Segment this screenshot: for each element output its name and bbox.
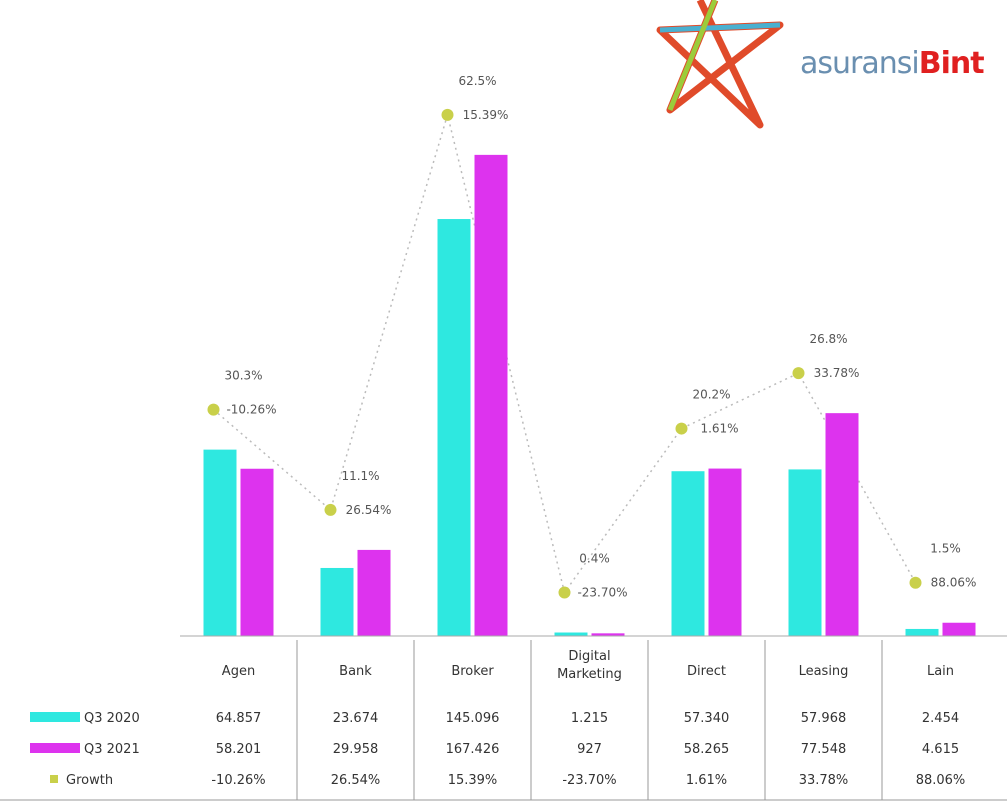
table-cell-growth-leasing: 33.78% bbox=[799, 773, 849, 788]
table-cell-growth-broker: 15.39% bbox=[448, 773, 498, 788]
bar-q3-2021-bank bbox=[357, 549, 391, 636]
bar-q3-2020-bank bbox=[320, 567, 354, 636]
category-label-digital-marketing: Digital Marketing bbox=[557, 649, 622, 682]
table-cell-q3-2021-leasing: 77.548 bbox=[801, 742, 847, 757]
bar-q3-2020-agen bbox=[203, 449, 237, 636]
table-cell-q3-2021-digital-marketing: 927 bbox=[577, 742, 602, 757]
bar-q3-2021-leasing bbox=[825, 413, 859, 636]
table-cell-q3-2021-bank: 29.958 bbox=[333, 742, 379, 757]
legend-swatch-growth bbox=[50, 775, 58, 783]
bar-q3-2021-digital-marketing bbox=[591, 633, 625, 636]
category-label-broker: Broker bbox=[451, 664, 494, 679]
table-cell-growth-digital-marketing: -23.70% bbox=[562, 773, 616, 788]
growth-marker-lain bbox=[909, 576, 922, 589]
category-label-line: Digital bbox=[568, 649, 610, 664]
bars bbox=[180, 154, 1007, 637]
growth-label-lain: 88.06% bbox=[931, 576, 977, 590]
legend-swatch-q3-2021 bbox=[30, 743, 80, 753]
category-label-direct: Direct bbox=[687, 664, 726, 679]
table-cell-growth-lain: 88.06% bbox=[916, 773, 966, 788]
growth-marker-leasing bbox=[792, 367, 805, 380]
category-label-line: Marketing bbox=[557, 667, 622, 682]
bar-q3-2021-broker bbox=[474, 154, 508, 636]
bar-q3-2021-agen bbox=[240, 468, 274, 636]
bar-q3-2020-broker bbox=[437, 219, 471, 636]
bar-q3-2020-direct bbox=[671, 471, 705, 636]
category-label-line: Agen bbox=[222, 664, 255, 679]
legend-swatch-q3-2020 bbox=[30, 712, 80, 722]
table-cell-q3-2020-direct: 57.340 bbox=[684, 711, 730, 726]
table-cell-q3-2020-bank: 23.674 bbox=[333, 711, 379, 726]
table-cell-growth-direct: 1.61% bbox=[686, 773, 727, 788]
legend-label-q3-2021: Q3 2021 bbox=[84, 742, 140, 757]
share-label-bank: 11.1% bbox=[341, 469, 379, 483]
table-cell-q3-2020-lain: 2.454 bbox=[922, 711, 959, 726]
bar-q3-2020-leasing bbox=[788, 469, 822, 636]
table-cell-q3-2020-broker: 145.096 bbox=[446, 711, 500, 726]
bar-q3-2021-lain bbox=[942, 622, 976, 636]
category-label-line: Direct bbox=[687, 664, 726, 679]
growth-label-agen: -10.26% bbox=[226, 403, 276, 417]
brand-logo: asuransiBint bbox=[640, 0, 1007, 130]
share-label-agen: 30.3% bbox=[224, 369, 262, 383]
category-label-line: Bank bbox=[339, 664, 372, 679]
legend-label-growth: Growth bbox=[66, 773, 113, 788]
category-label-line: Lain bbox=[927, 664, 954, 679]
share-label-broker: 62.5% bbox=[458, 74, 496, 88]
bar-q3-2020-digital-marketing bbox=[554, 632, 588, 636]
table-cell-q3-2020-agen: 64.857 bbox=[216, 711, 262, 726]
share-label-digital-marketing: 0.4% bbox=[579, 552, 610, 566]
growth-marker-agen bbox=[207, 403, 220, 416]
table-cell-q3-2021-broker: 167.426 bbox=[446, 742, 500, 757]
share-label-lain: 1.5% bbox=[930, 542, 961, 556]
table-cell-q3-2020-digital-marketing: 1.215 bbox=[571, 711, 608, 726]
table-cell-q3-2021-agen: 58.201 bbox=[216, 742, 262, 757]
category-label-leasing: Leasing bbox=[799, 664, 849, 679]
share-label-leasing: 26.8% bbox=[809, 332, 847, 346]
category-label-lain: Lain bbox=[927, 664, 954, 679]
share-label-direct: 20.2% bbox=[692, 388, 730, 402]
bar-q3-2020-lain bbox=[905, 628, 939, 636]
growth-label-bank: 26.54% bbox=[346, 503, 392, 517]
table-cell-q3-2020-leasing: 57.968 bbox=[801, 711, 847, 726]
growth-label-direct: 1.61% bbox=[700, 422, 738, 436]
brand-name-part2: Bint bbox=[918, 46, 985, 81]
table-cell-q3-2021-lain: 4.615 bbox=[922, 742, 959, 757]
data-table: Agen 64.857 58.201 -10.26% Bank 23.674 29.958 2… bbox=[0, 640, 1007, 801]
table-cell-growth-bank: 26.54% bbox=[331, 773, 381, 788]
growth-marker-digital-marketing bbox=[558, 586, 571, 599]
growth-marker-direct bbox=[675, 422, 688, 435]
growth-label-digital-marketing: -23.70% bbox=[577, 586, 627, 600]
brand-name-part1: asuransi bbox=[800, 46, 920, 81]
growth-marker-broker bbox=[441, 108, 454, 121]
table-cell-growth-agen: -10.26% bbox=[211, 773, 265, 788]
category-label-line: Leasing bbox=[799, 664, 849, 679]
bar-q3-2021-direct bbox=[708, 468, 742, 636]
star-logo-icon bbox=[656, 0, 784, 129]
category-label-bank: Bank bbox=[339, 664, 372, 679]
table-cell-q3-2021-direct: 58.265 bbox=[684, 742, 730, 757]
growth-label-broker: 15.39% bbox=[463, 108, 509, 122]
category-label-agen: Agen bbox=[222, 664, 255, 679]
growth-label-leasing: 33.78% bbox=[814, 366, 860, 380]
annotations: 30.3% -10.26% 11.1% 26.54% 62.5% 15.39% 0.4% -2… bbox=[207, 74, 977, 600]
category-label-line: Broker bbox=[451, 664, 494, 679]
growth-marker-bank bbox=[324, 503, 337, 516]
legend-label-q3-2020: Q3 2020 bbox=[84, 711, 140, 726]
brand-name: asuransiBint bbox=[800, 46, 985, 81]
